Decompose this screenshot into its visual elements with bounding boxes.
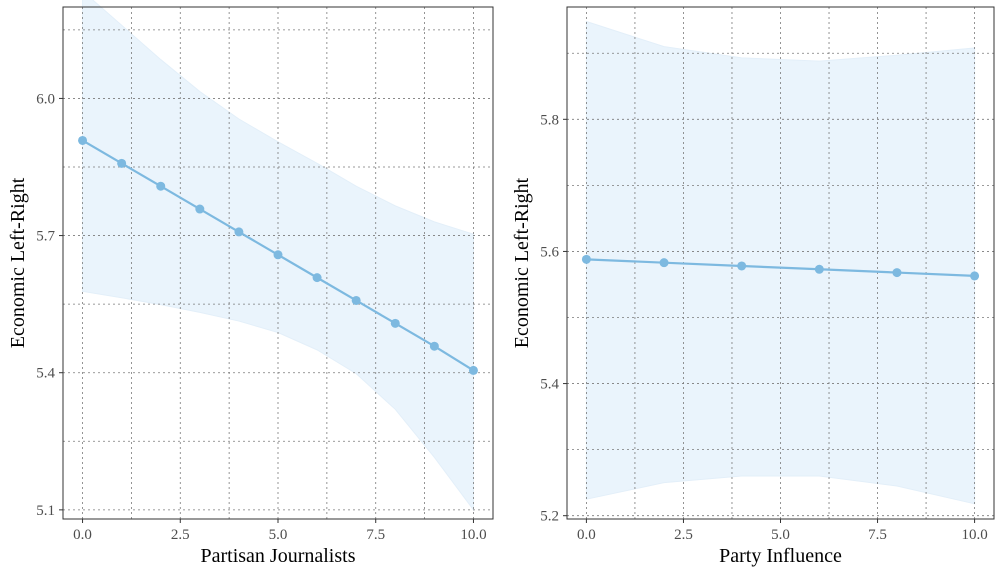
x-tick-label: 5.0 [771, 527, 790, 543]
data-point [737, 261, 747, 271]
y-tick-label: 5.4 [36, 366, 55, 382]
series-line [586, 258, 975, 277]
data-point [273, 250, 283, 260]
y-tick-label: 5.4 [540, 377, 559, 393]
data-point [117, 158, 127, 168]
data-point [390, 318, 400, 328]
x-tick-label: 10.0 [961, 527, 987, 543]
x-tick-label: 7.5 [868, 527, 887, 543]
data-point [892, 268, 902, 278]
tick-layer: 0.0 2.5 5.0 7.5 10.0 5.2 5.4 5.6 5.8 [540, 112, 987, 543]
data-point [814, 264, 824, 274]
x-axis-title: Partisan Journalists [201, 545, 356, 567]
data-point [78, 135, 88, 145]
grid-layer [63, 7, 493, 519]
x-tick-label: 2.5 [171, 527, 190, 543]
data-point [234, 227, 244, 237]
data-point [429, 341, 439, 351]
series-layer [581, 254, 980, 281]
x-tick-label: 0.0 [73, 527, 92, 543]
y-tick-label: 5.6 [540, 244, 559, 260]
data-point [970, 271, 980, 281]
data-point [156, 181, 166, 191]
y-axis-title: Economic Left-Right [7, 177, 29, 348]
y-tick-label: 5.1 [36, 503, 55, 519]
data-point [312, 273, 322, 283]
y-tick-label: 5.2 [540, 509, 559, 525]
x-tick-label: 7.5 [366, 527, 385, 543]
x-tick-label: 2.5 [674, 527, 693, 543]
tick-layer: 0.0 2.5 5.0 7.5 10.0 5.1 5.4 5.7 6.0 [36, 91, 486, 543]
panel-partisan-journalists: 0.0 2.5 5.0 7.5 10.0 5.1 5.4 5.7 6.0 Partisan Jo… [7, 0, 494, 567]
x-axis-title: Party Influence [719, 545, 842, 567]
y-axis-title: Economic Left-Right [511, 177, 533, 348]
x-tick-label: 0.0 [577, 527, 596, 543]
data-point [581, 254, 591, 264]
panel-party-influence: 0.0 2.5 5.0 7.5 10.0 5.2 5.4 5.6 5.8 Party Influ… [511, 6, 995, 567]
data-point [659, 258, 669, 268]
y-tick-label: 6.0 [36, 91, 55, 107]
x-tick-label: 5.0 [269, 527, 288, 543]
y-tick-label: 5.7 [36, 229, 55, 245]
data-point [195, 204, 205, 214]
data-point [351, 295, 361, 305]
data-point [468, 365, 478, 375]
series-layer [78, 135, 478, 375]
y-tick-label: 5.8 [540, 112, 559, 128]
x-tick-label: 10.0 [460, 527, 486, 543]
